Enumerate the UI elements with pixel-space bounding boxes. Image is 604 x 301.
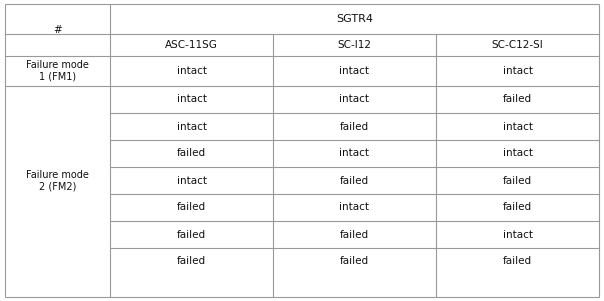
Text: SC-C12-SI: SC-C12-SI [492,40,544,50]
Text: intact: intact [176,175,207,185]
Text: intact: intact [339,95,370,104]
Text: #: # [53,25,62,35]
Text: intact: intact [339,66,370,76]
Text: SGTR4: SGTR4 [336,14,373,24]
Text: failed: failed [503,175,532,185]
Text: failed: failed [340,175,369,185]
Text: SC-I12: SC-I12 [338,40,371,50]
Text: failed: failed [177,256,206,266]
Text: intact: intact [176,95,207,104]
Text: ASC-11SG: ASC-11SG [165,40,218,50]
Text: intact: intact [339,203,370,213]
Text: Failure mode
2 (FM2): Failure mode 2 (FM2) [26,170,89,191]
Text: failed: failed [177,203,206,213]
Text: failed: failed [503,203,532,213]
Text: failed: failed [340,256,369,266]
Text: failed: failed [503,95,532,104]
Text: intact: intact [176,66,207,76]
Text: intact: intact [503,148,533,159]
Text: intact: intact [339,148,370,159]
Text: failed: failed [503,256,532,266]
Text: intact: intact [503,122,533,132]
Text: failed: failed [177,229,206,240]
Text: intact: intact [503,229,533,240]
Text: failed: failed [340,229,369,240]
Text: failed: failed [177,148,206,159]
Text: intact: intact [176,122,207,132]
Text: failed: failed [340,122,369,132]
Text: Failure mode
1 (FM1): Failure mode 1 (FM1) [26,60,89,82]
Text: intact: intact [503,66,533,76]
